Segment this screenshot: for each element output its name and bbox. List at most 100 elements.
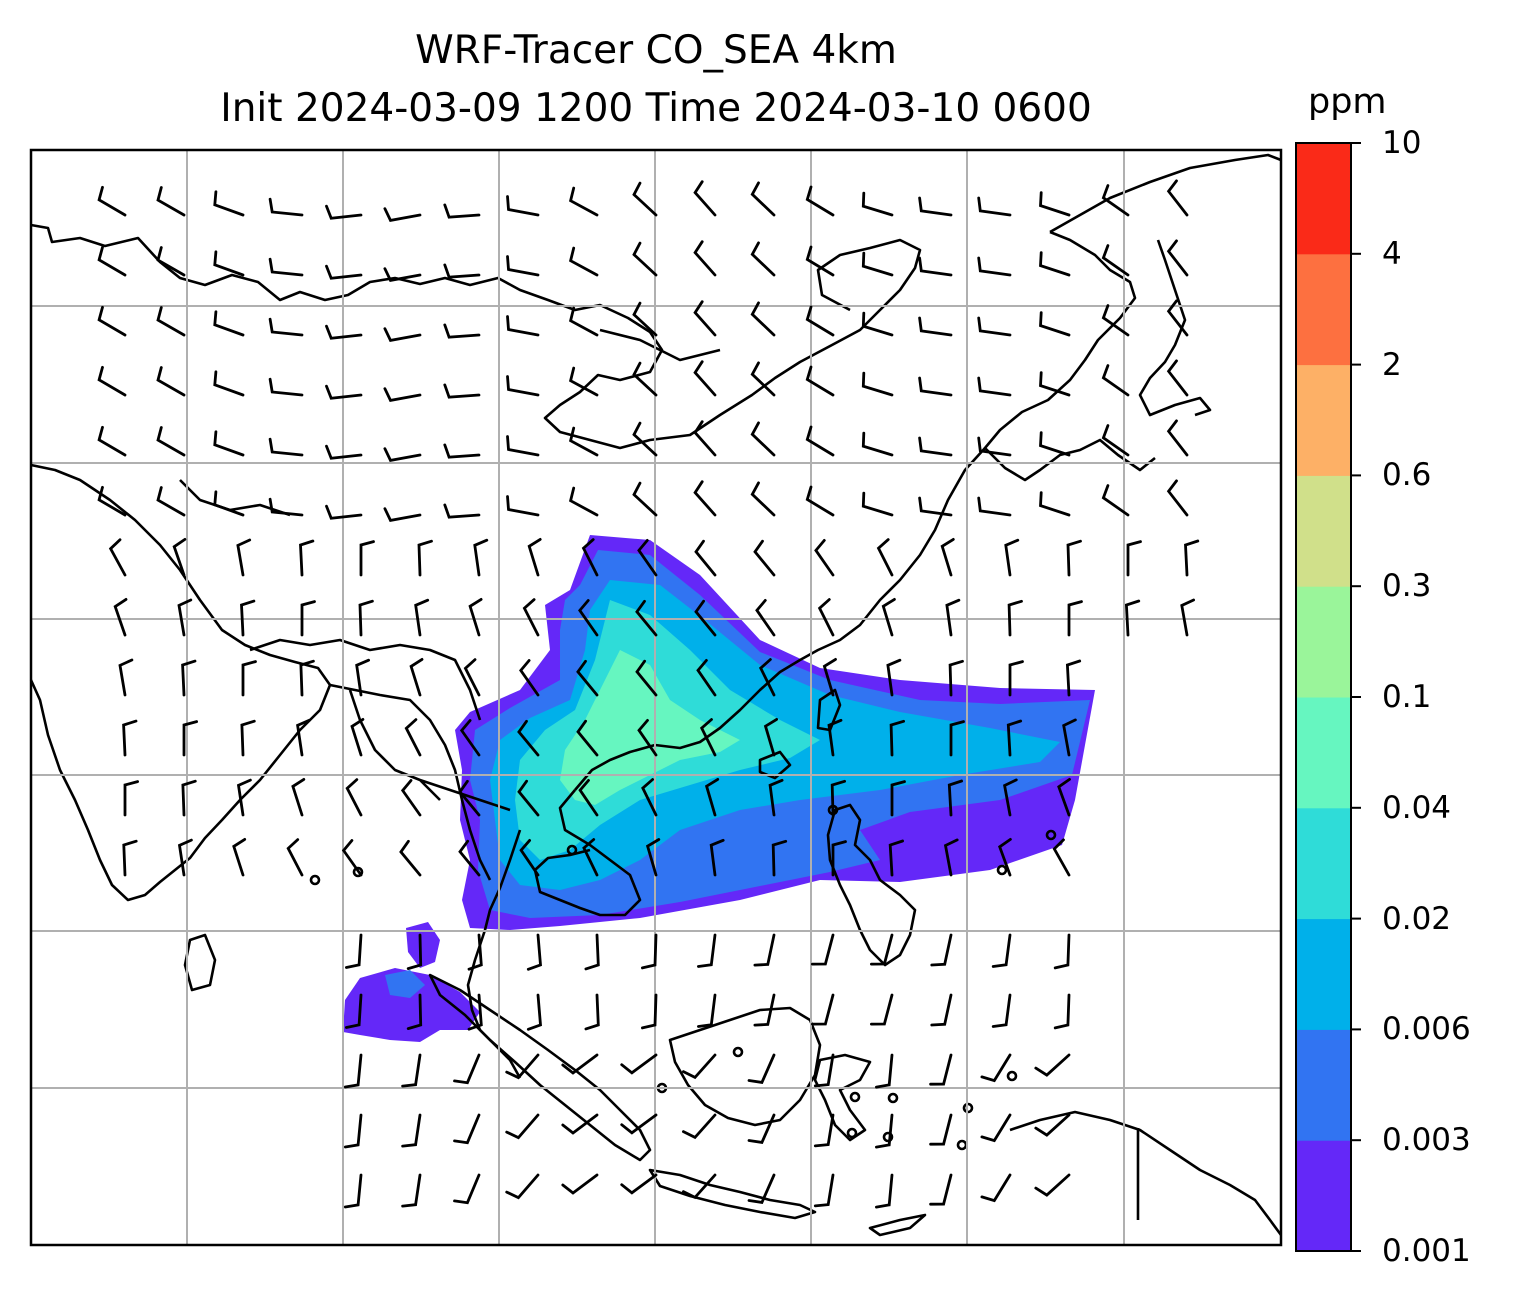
plot-title-line-2: Init 2024-03-09 1200 Time 2024-03-10 060… (220, 86, 1092, 131)
wind-barb (568, 186, 599, 217)
wind-barb (467, 993, 483, 1031)
island-marker (887, 1092, 899, 1104)
wind-barb (763, 718, 778, 757)
wind-barb (506, 315, 540, 337)
wind-barb (694, 599, 717, 637)
wind-barb (506, 195, 540, 217)
wind-barb (517, 779, 540, 817)
colorbar-tick-label: 4 (1382, 235, 1402, 272)
coast-sulawesi (813, 1053, 872, 1142)
wind-barb (822, 658, 837, 697)
wind-barb (929, 1173, 953, 1206)
wind-barb (805, 485, 835, 517)
wind-barb (709, 838, 725, 877)
wind-barb (1180, 598, 1195, 637)
wind-barb (568, 306, 599, 337)
coast-hainan (758, 750, 792, 780)
wind-barb (325, 324, 363, 340)
wind-barb (753, 539, 776, 577)
wind-barb (443, 383, 481, 399)
wind-barb (632, 181, 658, 217)
wind-barb (875, 1053, 894, 1089)
colorbar-tick-label: 0.02 (1382, 900, 1452, 937)
wind-barb (929, 1053, 953, 1086)
wind-barb (805, 425, 835, 457)
wind-barb (641, 993, 658, 1030)
wind-barb (443, 263, 481, 279)
wind-barb (213, 370, 245, 397)
wind-barb (918, 496, 953, 517)
coast-sumatra (428, 973, 652, 1162)
wind-barb (620, 1173, 658, 1195)
wind-barb (240, 599, 256, 637)
wind-barb (768, 778, 784, 817)
wind-barb (1066, 539, 1082, 577)
wind-barb (406, 993, 423, 1030)
wind-barb (561, 1173, 599, 1195)
plume-bay-of-bengal-0.001 (343, 968, 480, 1042)
wind-barb (343, 1053, 363, 1089)
island-marker (1045, 829, 1057, 841)
colorbar-segment (1296, 364, 1351, 476)
wind-barb (156, 246, 186, 277)
wind-barb (458, 839, 481, 877)
wind-barb (870, 993, 894, 1026)
wind-barb (632, 301, 658, 337)
wind-barb (805, 305, 835, 337)
plot-title-line-1: WRF-Tracer CO_SEA 4km (415, 28, 897, 73)
wind-barb (182, 720, 198, 757)
wind-barb (268, 257, 304, 277)
wind-barb (1039, 371, 1071, 397)
wind-barb (1166, 479, 1189, 517)
wind-barb (123, 780, 139, 817)
colorbar-segment (1296, 253, 1351, 366)
wind-barb (177, 838, 193, 877)
colorbar-segment (1296, 918, 1351, 1030)
wind-barb (930, 993, 953, 1027)
wind-barb (350, 718, 365, 757)
wind-barb (697, 933, 717, 968)
wind-barb (568, 246, 599, 277)
wind-barb (758, 658, 776, 697)
coast-sri-lanka (183, 933, 217, 992)
wind-barb (813, 1113, 835, 1148)
wind-barb (1067, 600, 1083, 637)
wind-barb (359, 540, 375, 577)
wind-barb (811, 933, 835, 966)
wind-barb (268, 317, 304, 337)
wind-barb (918, 256, 953, 277)
colorbar-segment (1296, 1140, 1351, 1252)
wind-barb (519, 839, 540, 877)
wind-barb (213, 490, 245, 517)
wind-barb (929, 1113, 953, 1146)
wind-barb (1039, 431, 1071, 457)
wind-barb (805, 185, 835, 217)
wind-barb (404, 718, 422, 757)
coast-philippines (826, 803, 917, 967)
wind-barb (817, 598, 835, 637)
wind-barb (299, 659, 315, 697)
wind-barb (453, 1053, 481, 1085)
wind-barb (813, 1053, 835, 1088)
wind-barb (300, 600, 316, 637)
wind-barb (861, 431, 894, 457)
colorbar-ticks (1351, 142, 1361, 1252)
wind-barb (620, 1053, 658, 1075)
wind-barb (637, 539, 658, 577)
wind-barb (1126, 540, 1142, 577)
wind-barb (991, 933, 1012, 968)
wind-barb (443, 323, 481, 339)
wind-barb (753, 933, 776, 967)
wind-barb (113, 598, 128, 637)
wind-barb (172, 538, 187, 577)
colorbar-tick-label: 0.003 (1382, 1122, 1471, 1159)
colorbar (1295, 142, 1361, 1252)
wind-barb (1101, 424, 1130, 457)
wind-barb (641, 778, 658, 817)
wind-barb (696, 659, 717, 697)
wind-barb (299, 539, 315, 577)
wind-barb (97, 365, 127, 397)
coast-japan-honshu (1138, 239, 1212, 417)
coast-new-guinea (1009, 1110, 1283, 1236)
wind-barb (947, 779, 963, 817)
